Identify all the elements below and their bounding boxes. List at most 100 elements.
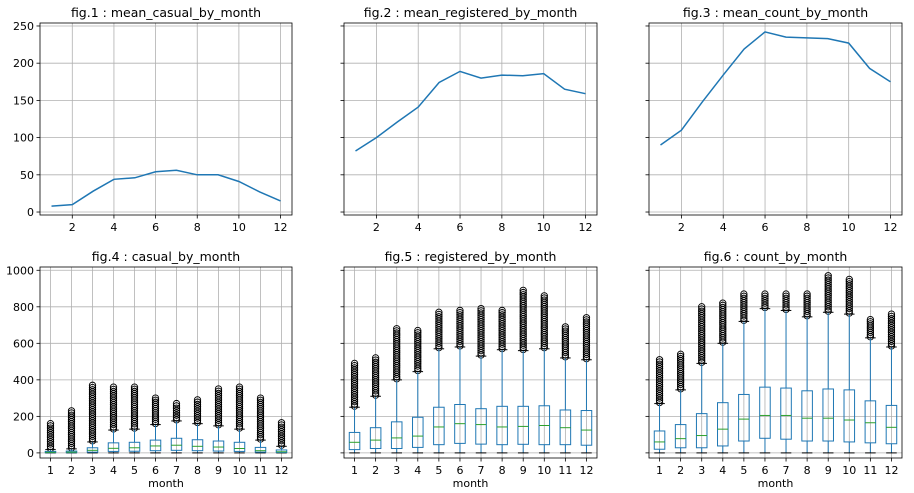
x-tick-label: 3 bbox=[698, 464, 705, 477]
fliers bbox=[719, 299, 727, 346]
x-tick-label: 4 bbox=[415, 221, 422, 234]
flier-point bbox=[172, 409, 181, 417]
flier-point bbox=[393, 327, 401, 335]
flier-point bbox=[655, 360, 664, 368]
flier-point bbox=[256, 394, 265, 402]
flier-point bbox=[676, 350, 685, 358]
fliers bbox=[414, 326, 422, 375]
box-5 bbox=[738, 290, 750, 454]
flier-point bbox=[866, 318, 875, 326]
flier-point bbox=[719, 299, 727, 307]
x-tick-label: 10 bbox=[537, 221, 551, 234]
flier-point bbox=[67, 407, 76, 415]
flier-point bbox=[109, 383, 118, 391]
x-tick-label: 10 bbox=[537, 464, 551, 477]
box-body bbox=[843, 389, 856, 443]
flier-point bbox=[582, 314, 591, 322]
flier-point bbox=[803, 294, 811, 303]
flier-point bbox=[719, 301, 727, 309]
flier-point bbox=[845, 280, 853, 288]
flier-point bbox=[435, 310, 443, 319]
box-body bbox=[517, 405, 529, 445]
flier-point bbox=[719, 303, 727, 312]
box-body bbox=[390, 421, 403, 450]
box-12 bbox=[580, 314, 593, 454]
flier-point bbox=[46, 422, 55, 430]
box-body bbox=[348, 431, 361, 451]
flier-point bbox=[256, 396, 265, 404]
flier-point bbox=[109, 387, 118, 396]
fliers bbox=[46, 420, 55, 453]
flier-point bbox=[277, 421, 286, 429]
grid bbox=[344, 23, 597, 215]
fliers bbox=[277, 419, 286, 449]
flier-point bbox=[393, 329, 401, 337]
y-tick-label: 100 bbox=[13, 132, 34, 145]
flier-point bbox=[582, 316, 591, 324]
flier-point bbox=[887, 312, 896, 321]
flier-point bbox=[866, 315, 875, 324]
box-4 bbox=[412, 326, 424, 454]
y-tick-label: 400 bbox=[13, 374, 34, 387]
axes-frame bbox=[39, 266, 293, 459]
flier-point bbox=[109, 385, 118, 394]
x-tick-label: 10 bbox=[232, 221, 246, 234]
box-body bbox=[738, 393, 750, 442]
flier-point bbox=[172, 411, 181, 419]
fliers bbox=[435, 308, 443, 352]
x-tick-label: 8 bbox=[194, 464, 201, 477]
flier-point bbox=[214, 387, 223, 395]
flier-point bbox=[740, 292, 748, 300]
flier-point bbox=[172, 406, 181, 415]
flier-point bbox=[414, 331, 422, 339]
flier-point bbox=[540, 294, 548, 302]
series-line bbox=[51, 169, 281, 207]
fliers bbox=[540, 292, 548, 352]
x-tick-label: 12 bbox=[275, 464, 289, 477]
axes-frame bbox=[343, 266, 598, 459]
grid bbox=[40, 267, 292, 458]
box-body bbox=[822, 388, 834, 442]
x-tick-label: 10 bbox=[842, 464, 856, 477]
flier-point bbox=[740, 294, 748, 303]
flier-point bbox=[46, 420, 55, 428]
x-tick-label: 4 bbox=[414, 464, 421, 477]
flier-point bbox=[214, 385, 223, 393]
fliers bbox=[698, 303, 706, 366]
x-tick-label: 4 bbox=[110, 464, 117, 477]
y-tick-label: 0 bbox=[27, 206, 34, 219]
x-tick-label: 8 bbox=[804, 464, 811, 477]
fliers bbox=[193, 396, 202, 427]
flier-point bbox=[277, 423, 286, 431]
x-tick-label: 2 bbox=[372, 464, 379, 477]
flier-point bbox=[414, 326, 422, 335]
fliers bbox=[130, 383, 139, 432]
x-tick-label: 12 bbox=[579, 221, 593, 234]
grid bbox=[40, 23, 292, 215]
box-7 bbox=[780, 290, 792, 454]
subplot-1: 0 50 100 150 200 250 2 4 6 8 10 12 fig.1 : mean_casu… bbox=[13, 5, 293, 234]
box-body bbox=[149, 439, 162, 452]
flier-point bbox=[46, 424, 55, 432]
flier-point bbox=[866, 320, 875, 328]
box-8 bbox=[191, 396, 204, 454]
box-4 bbox=[107, 383, 120, 454]
fliers bbox=[172, 399, 181, 424]
chart-title: fig.2 : mean_registered_by_month bbox=[364, 5, 578, 20]
box-3 bbox=[86, 381, 99, 454]
flier-point bbox=[782, 290, 790, 298]
grid bbox=[344, 267, 597, 458]
flier-point bbox=[371, 354, 380, 362]
fliers bbox=[256, 394, 265, 443]
flier-point bbox=[130, 383, 139, 391]
axes-frame bbox=[343, 22, 598, 216]
y-tick-label: 250 bbox=[13, 20, 34, 33]
box-body bbox=[801, 390, 813, 442]
flier-point bbox=[172, 399, 181, 408]
box-8 bbox=[801, 290, 813, 454]
flier-point bbox=[456, 311, 464, 319]
box-4 bbox=[717, 299, 729, 454]
x-tick-label: 5 bbox=[435, 464, 442, 477]
